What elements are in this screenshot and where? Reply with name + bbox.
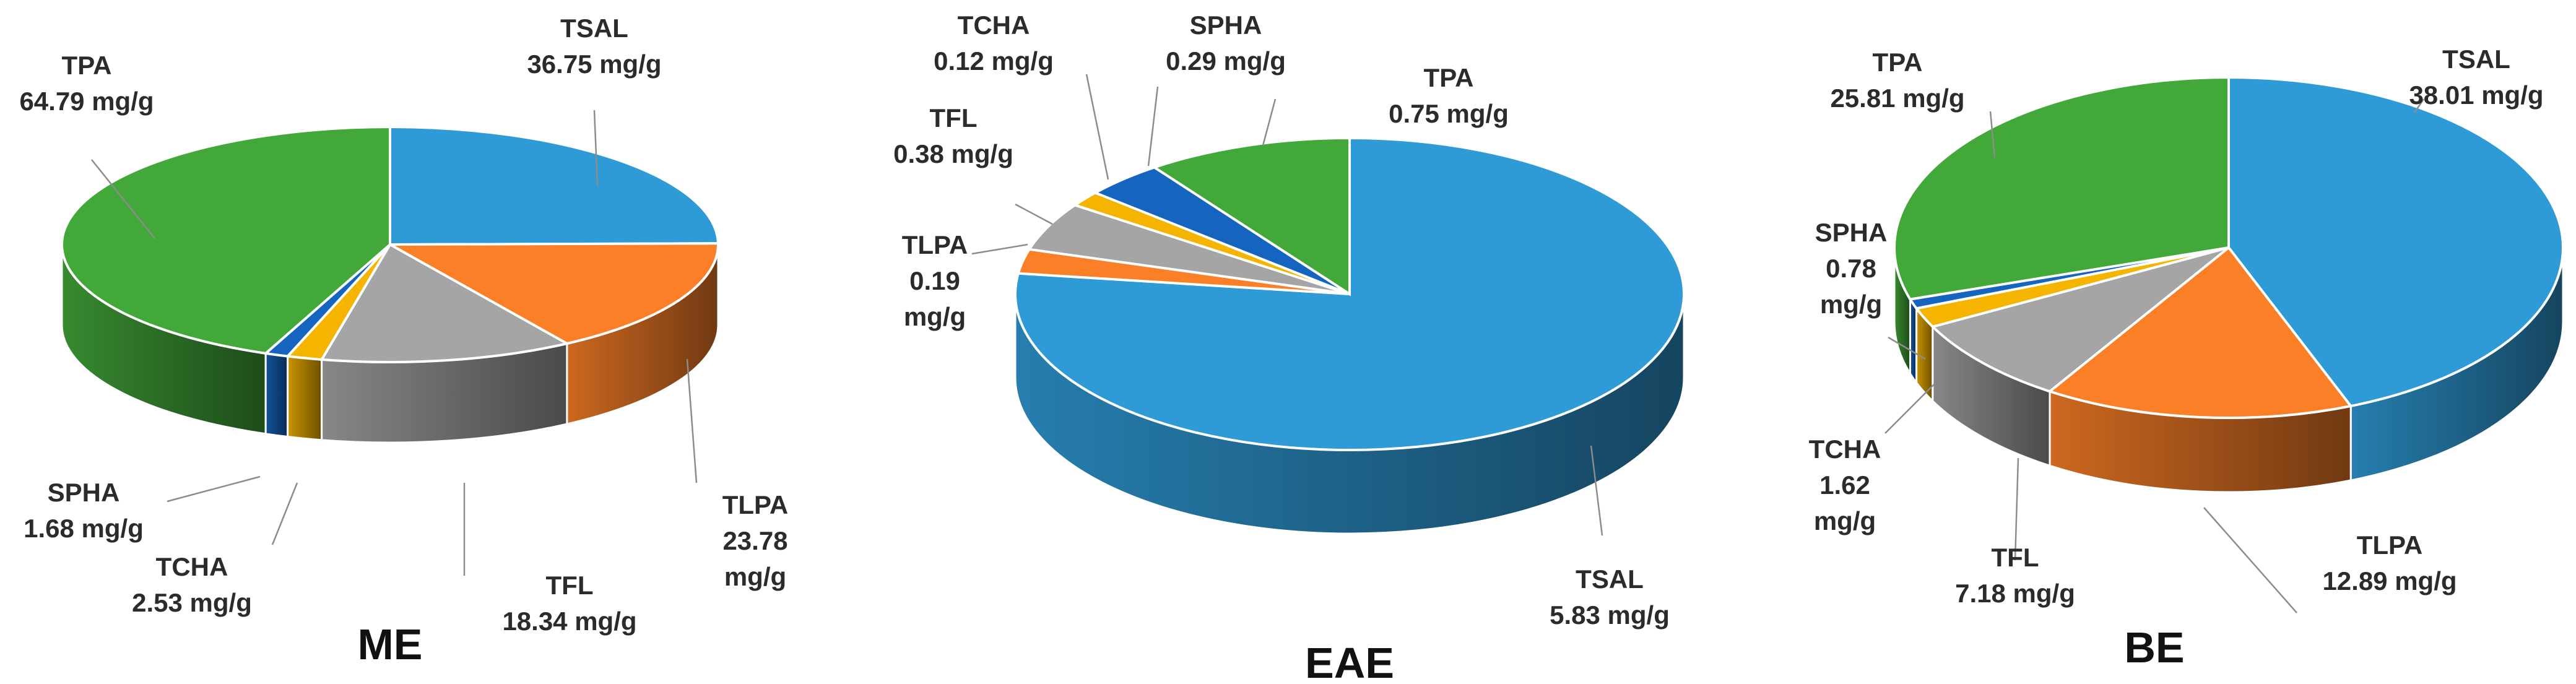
data-label-tfl: TFL 18.34 mg/g [502,571,636,636]
pie-slice-tlpa [2047,246,2353,419]
data-label-tcha: TCHA 2.53 mg/g [132,552,252,617]
leader-line-spha [1888,336,1926,360]
pie-side-spha [264,352,289,438]
data-label-tfl: TFL 0.38 mg/g [893,103,1013,168]
data-label-tsal: TSAL 36.75 mg/g [527,14,661,79]
chart-title: EAE [1305,639,1394,684]
data-label-tpa: TPA 64.79 mg/g [19,51,154,116]
leader-line-tcha [1085,74,1109,180]
pie-chart-me: TSAL 36.75 mg/g TLPA 23.78 mg/g TFL 18.34 mg/g… [19,14,788,669]
data-label-tlpa: TLPA 23.78 mg/g [722,490,789,591]
leader-line-tsal [1590,445,1603,536]
pie-chart-be: TSAL 38.01 mg/g TLPA 12.89 mg/g TFL 7.18 mg/g… [1809,45,2564,672]
leader-line-tlpa [686,358,698,483]
leader-line-tlpa [971,243,1028,255]
pie-slice-tfl [319,243,571,363]
pie-slice-tpa [1151,136,1351,297]
pie-side-tcha [287,355,323,441]
leader-line-tcha [1884,383,1935,434]
pie-side-spha [1909,296,1918,386]
pie-slice-tlpa [385,242,719,345]
data-label-tlpa: TLPA 12.89 mg/g [2322,530,2457,595]
data-label-tfl: TFL 7.18 mg/g [1955,543,2075,608]
leader-line-tfl [1015,203,1053,225]
leader-line-tsal [593,110,599,186]
data-label-tsal: TSAL 38.01 mg/g [2409,45,2543,110]
pie-chart-eae: TSAL 5.83 mg/g TLPA 0.19 mg/g TFL 0.38 mg/g TCH… [893,11,1685,684]
chart-title: ME [358,620,423,669]
leader-line-tpa [91,159,155,239]
data-label-tcha: TCHA 1.62 mg/g [1809,435,1881,535]
leader-line-spha [167,475,261,503]
data-label-spha: SPHA 1.68 mg/g [24,478,144,543]
data-label-spha: SPHA 0.29 mg/g [1166,11,1286,76]
leader-line-tcha [271,482,298,545]
leader-line-spha [1147,86,1159,167]
leader-line-tlpa [2203,507,2297,613]
leader-line-tfl [2014,457,2019,561]
data-label-tsal: TSAL 5.83 mg/g [1550,565,1670,630]
data-label-tpa: TPA 0.75 mg/g [1389,63,1509,128]
pie-slice-tsal [389,125,720,246]
pie-slice-tsal [2227,76,2564,408]
data-label-tcha: TCHA 0.12 mg/g [934,11,1054,76]
pie-slice-tpa [1893,76,2230,301]
pie-slice-tpa [61,125,391,355]
leader-line-tpa [1989,111,1996,158]
leader-line-tpa [1262,98,1277,146]
chart-title: BE [2124,623,2184,672]
data-label-spha: SPHA 0.78 mg/g [1815,218,1888,319]
leader-line-tsal [2413,98,2425,113]
data-label-tlpa: TLPA 0.19 mg/g [902,230,968,331]
data-label-tpa: TPA 25.81 mg/g [1830,48,1964,113]
pie-slice-tfl [1930,246,2230,393]
